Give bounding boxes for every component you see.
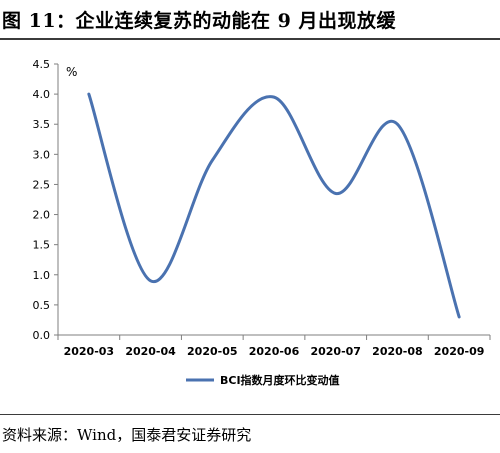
y-tick-label: 3.5 [33,118,51,131]
x-tick-label: 2020-05 [187,345,238,358]
x-axis: 2020-03 2020-04 2020-05 2020-06 2020-07 2020-… [57,334,491,358]
source-note: 资料来源：Wind，国泰君安证券研究 [2,426,252,444]
x-tick-label: 2020-07 [310,345,361,358]
y-unit-label: % [66,65,77,79]
legend-label: BCI指数月度环比变动值 [220,373,340,387]
y-axis: 0.0 0.5 1.0 1.5 2.0 2.5 3.0 3.5 4.0 4.5% [33,58,78,342]
legend: BCI指数月度环比变动值 [186,373,340,387]
x-tick-label: 2020-06 [249,345,300,358]
y-tick-label: 0.5 [33,299,51,312]
y-tick-label: 4.5 [33,58,51,71]
y-tick-label: 3.0 [33,148,51,161]
y-tick-label: 1.5 [33,239,51,252]
y-tick-label: 2.5 [33,178,51,191]
x-tick-label: 2020-04 [125,345,176,358]
chart-area: 0.0 0.5 1.0 1.5 2.0 2.5 3.0 3.5 4.0 4.5% 2020-03 2… [0,44,500,409]
y-tick-label: 4.0 [33,88,51,101]
x-tick-label: 2020-08 [372,345,423,358]
series-group [87,92,461,319]
y-tick-label: 2.0 [33,209,51,222]
series-line [87,92,461,319]
chart-title: 图 11：企业连续复苏的动能在 9 月出现放缓 [2,10,397,32]
title-bar: 图 11：企业连续复苏的动能在 9 月出现放缓 [0,0,500,40]
y-tick-label: 1.0 [33,269,51,282]
x-tick-label: 2020-09 [434,345,485,358]
line-chart: 0.00.51.01.52.02.53.03.54.04.5% 2020-03 2… [33,58,491,387]
x-tick-label: 2020-03 [64,345,115,358]
source-divider [0,414,500,415]
y-tick-label: 0.0 [33,329,51,342]
title-divider [0,38,500,40]
